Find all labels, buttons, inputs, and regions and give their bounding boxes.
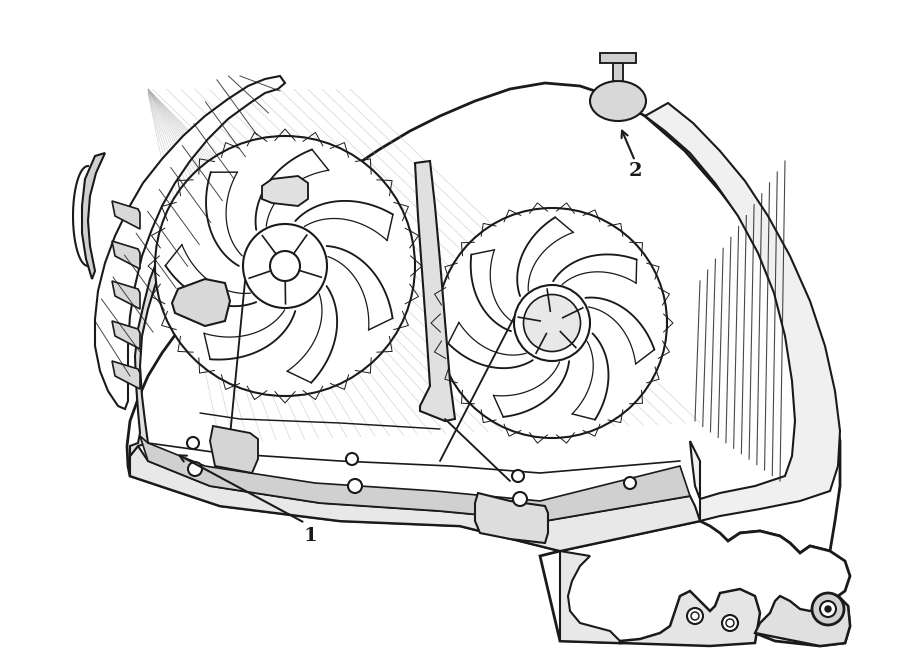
Polygon shape	[210, 426, 258, 473]
Circle shape	[687, 608, 703, 624]
Circle shape	[540, 311, 564, 335]
Circle shape	[524, 295, 580, 352]
Polygon shape	[540, 521, 850, 646]
Circle shape	[812, 593, 844, 625]
Polygon shape	[755, 596, 850, 646]
Polygon shape	[112, 361, 140, 389]
Polygon shape	[613, 63, 623, 81]
Polygon shape	[172, 279, 230, 326]
Circle shape	[825, 606, 831, 612]
Polygon shape	[415, 161, 455, 421]
Circle shape	[346, 453, 358, 465]
Circle shape	[243, 224, 327, 308]
Text: 2: 2	[628, 162, 642, 180]
Polygon shape	[140, 436, 690, 521]
Polygon shape	[112, 281, 140, 309]
Polygon shape	[262, 176, 308, 206]
Polygon shape	[600, 53, 636, 63]
Polygon shape	[475, 493, 548, 543]
Ellipse shape	[590, 81, 646, 121]
Polygon shape	[95, 76, 285, 409]
Polygon shape	[112, 201, 140, 229]
Circle shape	[437, 208, 667, 438]
Circle shape	[512, 470, 524, 482]
Text: 1: 1	[303, 527, 317, 545]
Circle shape	[513, 492, 527, 506]
Circle shape	[155, 136, 415, 396]
Polygon shape	[645, 103, 840, 521]
Polygon shape	[130, 149, 255, 456]
Circle shape	[270, 251, 300, 281]
Polygon shape	[560, 551, 620, 643]
Polygon shape	[112, 241, 140, 269]
Circle shape	[624, 477, 636, 489]
Polygon shape	[82, 153, 105, 279]
Circle shape	[722, 615, 738, 631]
Circle shape	[691, 612, 699, 620]
Polygon shape	[130, 446, 700, 551]
Circle shape	[514, 285, 590, 361]
Circle shape	[820, 601, 836, 617]
Polygon shape	[127, 83, 840, 553]
Polygon shape	[620, 589, 760, 646]
Circle shape	[187, 437, 199, 449]
Circle shape	[348, 479, 362, 493]
Polygon shape	[148, 89, 705, 501]
Circle shape	[726, 619, 734, 627]
Polygon shape	[112, 321, 140, 349]
Circle shape	[188, 462, 202, 476]
